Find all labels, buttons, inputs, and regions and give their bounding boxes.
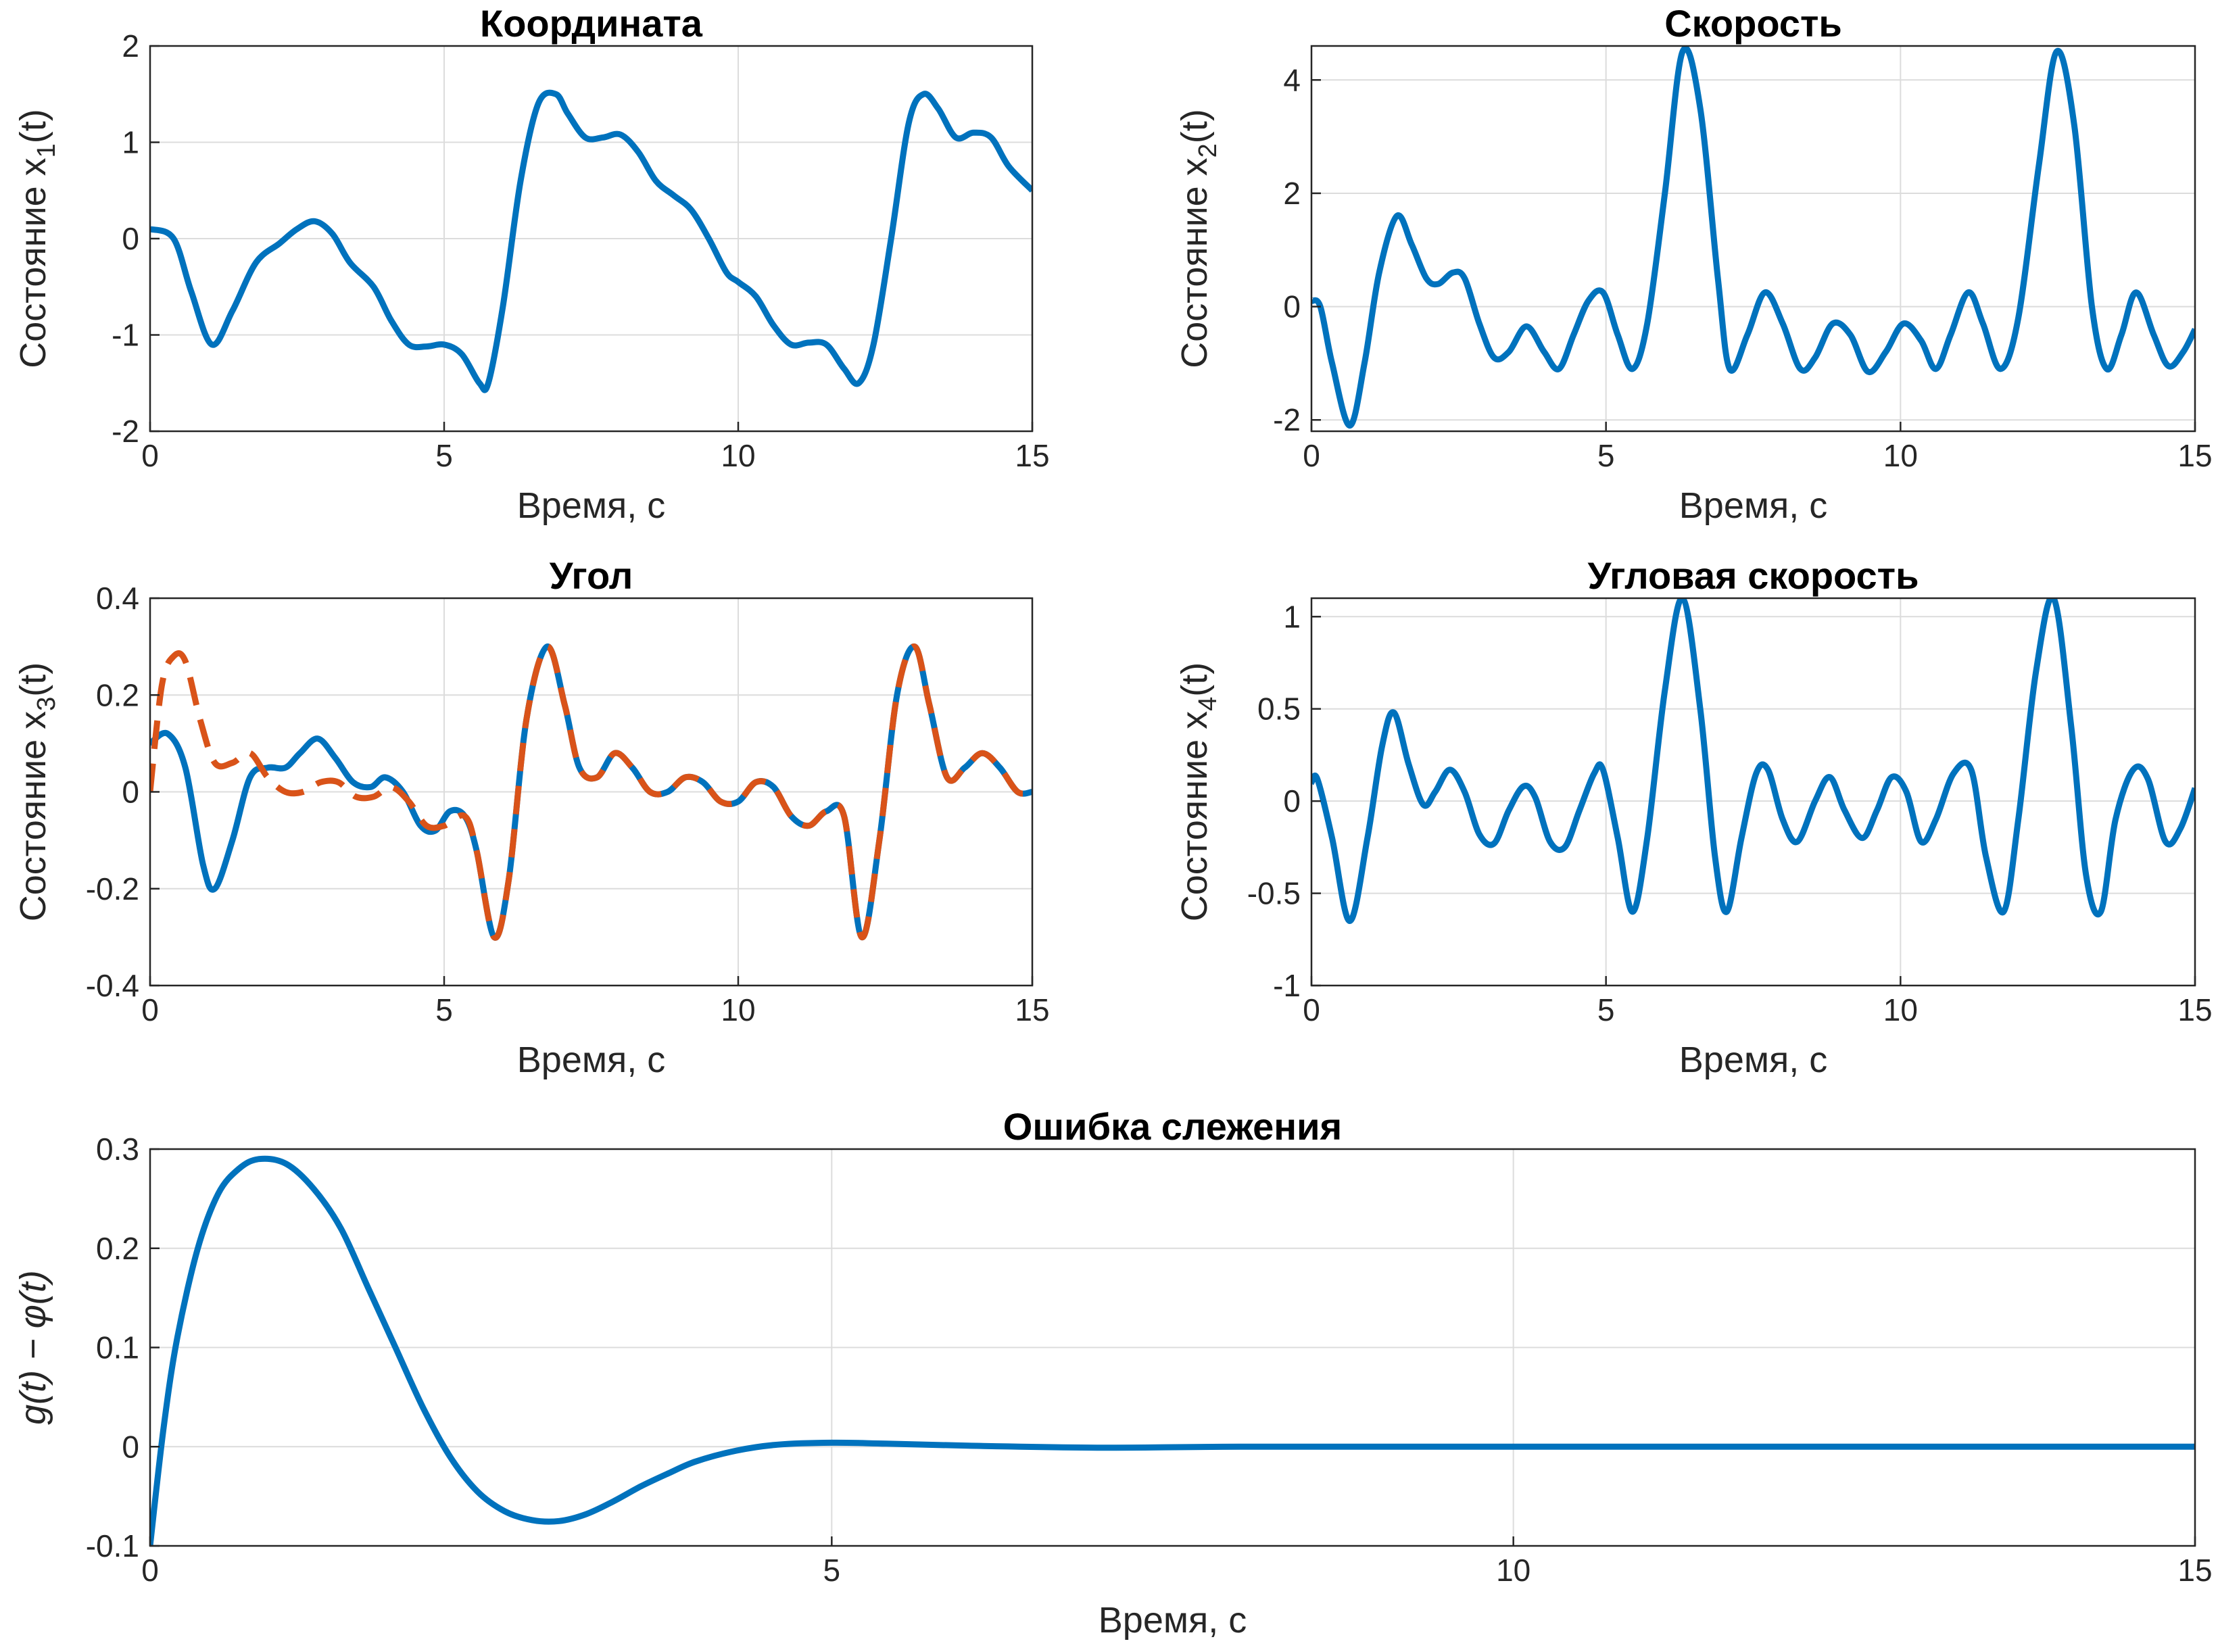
y-axis-label: Состояние x1(t) [13,109,61,368]
x-axis-label: Время, с [517,1040,665,1080]
y-tick-label: -2 [112,414,139,449]
axes-frame [1310,597,2196,987]
y-tick-label: 0.1 [96,1330,139,1365]
x-tick-label: 15 [1015,992,1049,1027]
y-tick-label: 1 [1283,599,1301,634]
y-tick-label: -1 [112,318,139,353]
y-axis-label: Состояние x2(t) [1174,109,1222,368]
chart-title: Скорость [1664,2,1842,45]
x-tick-label: 0 [141,438,159,473]
y-tick-label: -1 [1273,968,1301,1003]
x-axis-label: Время, с [1679,485,1827,526]
y-tick-label: 0 [122,775,139,810]
axes-frame [1310,45,2196,433]
y-tick-label: -0.4 [86,968,139,1003]
y-tick-label: 2 [1283,176,1301,211]
y-tick-label: 0.5 [1257,691,1301,727]
chart-angspeed: 0 5 10 15 -1 -0.5 0 0.5 1 Угловая скорость Время, … [1174,554,2213,1080]
y-axis-label: g(t) − φ(t) [13,1270,53,1425]
x-tick-label: 10 [721,992,755,1027]
x-tick-label: 15 [2177,992,2212,1027]
y-tick-label: 0 [1283,289,1301,324]
x-tick-label: 5 [1597,438,1615,473]
y-tick-label: 2 [122,28,139,64]
x-tick-label: 0 [141,992,159,1027]
x-tick-label: 0 [141,1553,159,1588]
series-line-1 [150,1155,2195,1546]
y-tick-label: -0.5 [1247,876,1301,911]
y-tick-label: 0.4 [96,581,139,616]
x-tick-label: 15 [1015,438,1049,473]
chart-title: Угловая скорость [1587,554,1919,597]
chart-angle: 0 5 10 15 -0.4 -0.2 0 0.2 0.4 Угол Время, с Состоян… [13,554,1050,1080]
y-tick-label: 0 [122,221,139,256]
y-tick-label: -2 [1273,402,1301,437]
x-tick-label: 10 [1883,438,1918,473]
x-tick-label: 5 [823,1553,841,1588]
y-tick-label: 0.3 [96,1132,139,1167]
x-tick-label: 0 [1303,992,1320,1027]
y-tick-label: 1 [122,125,139,160]
x-tick-label: 15 [2177,1553,2212,1588]
series-line-1 [150,89,1032,393]
x-tick-label: 5 [435,992,453,1027]
y-tick-label: -0.2 [86,871,139,906]
x-axis-label: Время, с [517,485,665,526]
y-tick-label: 4 [1283,62,1301,97]
y-tick-label: 0 [1283,783,1301,819]
series-line-2 [150,643,1032,941]
chart-title: Координата [480,2,703,45]
series-line-1 [1311,598,2195,924]
y-axis-label: Состояние x3(t) [13,662,61,922]
chart-title: Угол [550,554,633,597]
x-tick-label: 10 [721,438,755,473]
x-tick-label: 5 [435,438,453,473]
y-tick-label: 0.2 [96,677,139,712]
y-tick-label: 0 [122,1429,139,1464]
chart-title: Ошибка слежения [1003,1105,1342,1148]
x-tick-label: 0 [1303,438,1320,473]
x-axis-label: Время, с [1099,1600,1247,1641]
y-tick-label: -0.1 [86,1528,139,1563]
x-tick-label: 5 [1597,992,1615,1027]
y-tick-label: 0.2 [96,1231,139,1266]
x-axis-label: Время, с [1679,1040,1827,1080]
x-tick-label: 10 [1496,1553,1530,1588]
x-tick-label: 10 [1883,992,1918,1027]
y-axis-label: Состояние x4(t) [1174,662,1222,922]
x-tick-label: 15 [2177,438,2212,473]
chart-coord: 0 5 10 15 -2 -1 0 1 2 Координата Время, с Состояние… [13,2,1050,526]
series-line-1 [1311,46,2195,429]
